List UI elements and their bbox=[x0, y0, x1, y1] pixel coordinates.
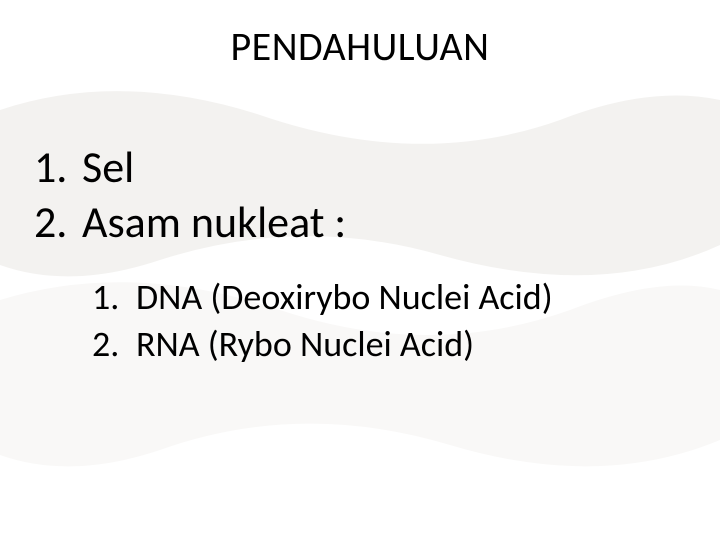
list-item: 2. Asam nukleat : bbox=[34, 195, 674, 250]
item-text: Asam nukleat : bbox=[82, 195, 346, 250]
slide-content: PENDAHULUAN 1. Sel 2. Asam nukleat : 1. … bbox=[0, 0, 720, 540]
list-item: 2. RNA (Rybo Nuclei Acid) bbox=[92, 321, 674, 368]
item-number: 1. bbox=[92, 274, 136, 321]
main-list: 1. Sel 2. Asam nukleat : 1. DNA (Deoxiry… bbox=[34, 140, 674, 368]
item-number: 1. bbox=[34, 140, 82, 195]
sub-list: 1. DNA (Deoxirybo Nuclei Acid) 2. RNA (R… bbox=[92, 274, 674, 368]
item-number: 2. bbox=[92, 321, 136, 368]
item-number: 2. bbox=[34, 195, 82, 250]
list-item: 1. Sel bbox=[34, 140, 674, 195]
list-item: 1. DNA (Deoxirybo Nuclei Acid) bbox=[92, 274, 674, 321]
item-text: DNA (Deoxirybo Nuclei Acid) bbox=[136, 274, 553, 321]
item-text: RNA (Rybo Nuclei Acid) bbox=[136, 321, 474, 368]
item-text: Sel bbox=[82, 140, 134, 195]
slide-title: PENDAHULUAN bbox=[0, 22, 720, 71]
